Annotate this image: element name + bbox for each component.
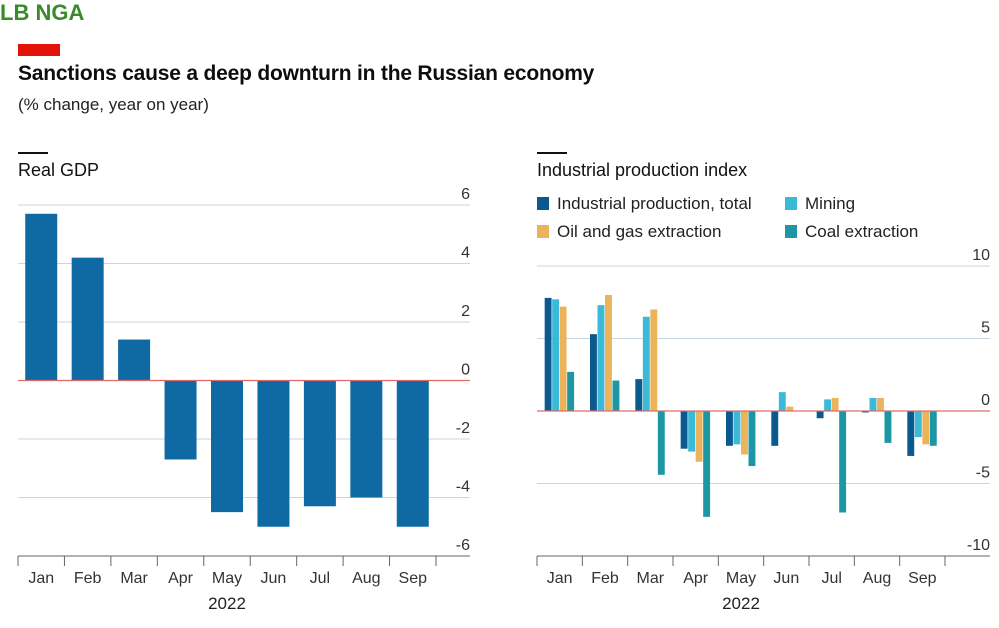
ip-bar-industrial_total (726, 411, 733, 446)
gdp-bar (303, 380, 336, 507)
gdp-x-tick-label: Aug (352, 570, 380, 587)
ip-x-tick-label: Feb (591, 570, 619, 587)
legend-label-mining: Mining (805, 194, 856, 213)
ip-x-tick-label: May (726, 570, 756, 587)
ip-x-tick-label: Sep (908, 570, 937, 587)
ip-bar-mining (642, 316, 650, 411)
ip-bar-mining (552, 299, 560, 411)
gdp-year-label: 2022 (208, 594, 246, 613)
ip-ytick-label: -10 (967, 537, 990, 554)
ip-bar-mining (778, 392, 786, 411)
ip-bar-industrial_total (544, 297, 552, 411)
gdp-ytick-label: -4 (456, 479, 470, 496)
gdp-bar (350, 380, 383, 498)
gdp-bar (71, 257, 104, 381)
ip-bar-mining (914, 411, 922, 438)
legend-swatch-mining (785, 197, 797, 210)
gdp-x-tick-label: Jun (261, 570, 287, 587)
chart-subtitle: (% change, year on year) (18, 95, 209, 114)
legend-item-industrial-total: Industrial production, total (537, 194, 752, 214)
gdp-ytick-label: -6 (456, 537, 470, 554)
ip-bar-mining (733, 411, 741, 445)
gdp-x-tick-label: Apr (168, 570, 194, 587)
ip-ytick-label: 0 (981, 392, 990, 409)
gdp-bar (211, 380, 243, 513)
ip-year-label: 2022 (722, 594, 760, 613)
ip-bar-oil_gas (741, 411, 748, 455)
ip-bar-industrial_total (635, 379, 643, 411)
ip-bar-coal (612, 380, 620, 411)
ip-bar-coal (929, 411, 937, 446)
gdp-x-tick-label: Jul (310, 570, 330, 587)
ip-bar-oil_gas (695, 411, 703, 462)
gdp-bar (396, 380, 429, 527)
ip-bar-industrial_total (771, 411, 779, 446)
ip-bar-industrial_total (816, 411, 824, 419)
ip-bar-mining (824, 399, 832, 411)
watermark-logo: LB NGA (0, 0, 85, 25)
ip-bar-coal (657, 411, 665, 475)
ip-bar-coal (839, 411, 847, 513)
ip-bar-oil_gas (877, 397, 884, 411)
legend-swatch-oil-gas (537, 225, 549, 238)
ip-bar-industrial_total (907, 411, 915, 456)
ip-bar-oil_gas (605, 295, 612, 411)
ip-bar-mining (688, 411, 696, 452)
ip-bar-coal (748, 411, 756, 467)
ip-bar-industrial_total (862, 411, 869, 413)
ip-x-tick-label: Mar (637, 570, 665, 587)
gdp-bar (25, 213, 58, 381)
gdp-x-tick-label: May (212, 570, 242, 587)
gdp-bar (164, 380, 197, 460)
gdp-x-tick-label: Feb (74, 570, 102, 587)
gdp-panel-rule (18, 152, 48, 154)
legend-swatch-coal (785, 225, 797, 238)
ip-bar-oil_gas (786, 406, 794, 411)
ip-bar-mining (869, 397, 877, 411)
ip-bar-oil_gas (559, 306, 567, 411)
legend-swatch-industrial-total (537, 197, 549, 210)
gdp-x-tick-label: Sep (399, 570, 428, 587)
gdp-ytick-label: 2 (461, 303, 470, 320)
ip-panel-title: Industrial production index (537, 160, 748, 180)
ip-x-tick-label: Jan (547, 570, 573, 587)
ip-panel-rule (537, 152, 567, 154)
gdp-ytick-label: -2 (456, 420, 470, 437)
ip-bar-mining (597, 305, 605, 411)
ip-x-tick-label: Apr (683, 570, 709, 587)
ip-bar-coal (703, 411, 711, 517)
gdp-ytick-label: 4 (461, 245, 470, 262)
ip-ytick-label: 5 (981, 320, 990, 337)
legend-label-oil-gas: Oil and gas extraction (557, 222, 722, 241)
ip-x-tick-label: Aug (863, 570, 891, 587)
ip-ytick-label: 10 (972, 247, 990, 264)
legend-label-coal: Coal extraction (805, 222, 919, 241)
brand-red-bar (18, 44, 60, 56)
ip-bar-coal (884, 411, 892, 443)
gdp-panel-title: Real GDP (18, 160, 100, 180)
chart-title: Sanctions cause a deep downturn in the R… (18, 62, 595, 85)
ip-bar-oil_gas (650, 309, 658, 411)
ip-x-tick-label: Jul (821, 570, 841, 587)
gdp-ytick-label: 6 (461, 186, 470, 203)
legend-item-coal: Coal extraction (785, 222, 918, 242)
ip-ytick-label: -5 (976, 465, 990, 482)
ip-x-tick-label: Jun (773, 570, 799, 587)
ip-bar-oil_gas (922, 411, 930, 445)
gdp-bar (257, 380, 290, 527)
gdp-x-tick-label: Jan (28, 570, 54, 587)
ip-bar-industrial_total (590, 334, 597, 411)
gdp-ytick-label: 0 (461, 362, 470, 379)
gdp-x-tick-label: Mar (120, 570, 148, 587)
legend-item-oil-gas: Oil and gas extraction (537, 222, 721, 242)
gdp-bar (118, 339, 151, 381)
ip-bar-industrial_total (680, 411, 688, 449)
legend-item-mining: Mining (785, 194, 855, 214)
ip-bar-oil_gas (831, 397, 839, 411)
legend-label-industrial-total: Industrial production, total (557, 194, 752, 213)
ip-bar-coal (567, 371, 575, 411)
